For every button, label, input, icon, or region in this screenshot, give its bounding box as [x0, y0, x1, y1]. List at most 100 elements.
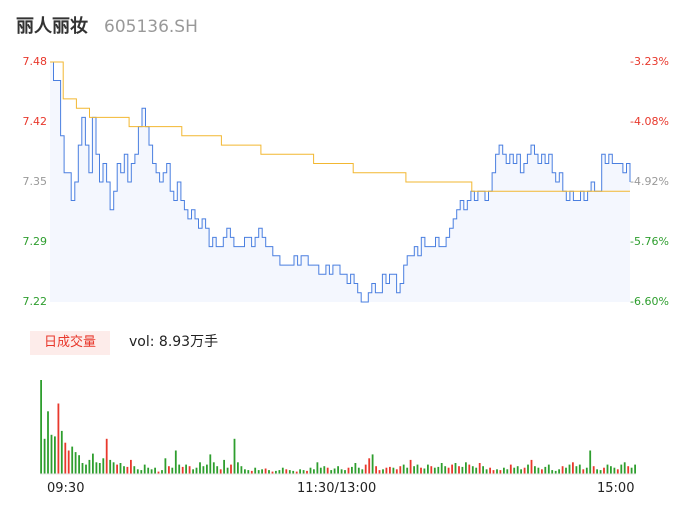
volume-bar — [627, 466, 630, 474]
volume-bar — [288, 470, 291, 474]
volume-bar — [506, 469, 509, 474]
stock-name: 丽人丽妆 — [16, 16, 88, 37]
volume-bar — [530, 459, 533, 474]
volume-bar — [78, 455, 80, 474]
volume-bar — [489, 467, 491, 474]
volume-bar — [330, 470, 333, 474]
volume-bar — [471, 466, 474, 474]
volume-bar — [47, 411, 49, 474]
volume-bar — [185, 464, 187, 474]
time-tick: 09:30 — [47, 481, 85, 496]
volume-bar — [143, 464, 146, 474]
volume-bar — [157, 471, 160, 474]
volume-bar — [244, 469, 246, 474]
volume-bar — [458, 466, 460, 474]
volume-bar — [354, 463, 357, 474]
volume-tab[interactable]: 日成交量 — [30, 331, 110, 355]
volume-bar — [92, 453, 94, 474]
volume-bar — [516, 466, 519, 474]
volume-bar — [295, 471, 298, 474]
volume-bar — [64, 442, 67, 474]
volume-bar — [181, 466, 184, 474]
volume-bar — [88, 459, 91, 474]
volume-bar — [102, 458, 105, 474]
volume-bar — [382, 469, 384, 474]
volume-bar — [223, 459, 225, 474]
volume-bar — [247, 470, 250, 474]
volume-bar — [71, 446, 74, 474]
volume-bar — [226, 467, 229, 474]
volume-bar — [150, 469, 153, 474]
volume-bar — [592, 466, 595, 474]
volume-bar — [302, 470, 305, 474]
pct-tick: -4.08% — [630, 115, 669, 128]
time-tick: 11:30/13:00 — [297, 481, 377, 496]
volume-bar — [368, 458, 371, 474]
volume-bar — [399, 466, 402, 474]
volume-bar — [596, 469, 598, 474]
pct-tick: -3.23% — [630, 55, 669, 68]
volume-bar — [551, 470, 554, 474]
volume-bar — [444, 466, 447, 474]
volume-bar — [451, 464, 453, 474]
volume-bar — [578, 464, 581, 474]
volume-bar — [561, 466, 564, 474]
volume-bar — [392, 467, 395, 474]
volume-bar — [250, 470, 253, 474]
volume-bar — [161, 470, 163, 474]
volume-bar — [74, 452, 77, 474]
volume-bar — [492, 470, 495, 474]
volume-bar — [261, 469, 263, 474]
volume-bar — [440, 463, 443, 474]
volume-bar — [202, 466, 205, 474]
volume-bar — [634, 464, 636, 474]
price-tick: 7.29 — [22, 235, 48, 248]
volume-bar — [385, 467, 388, 474]
volume-bar — [523, 467, 526, 474]
volume-bar — [230, 464, 232, 474]
volume-bar — [57, 403, 60, 474]
volume-bar — [192, 469, 194, 474]
volume-bar — [603, 467, 605, 474]
volume-bar — [503, 467, 505, 474]
volume-bar — [316, 462, 319, 475]
price-tick: 7.35 — [22, 175, 48, 188]
volume-bar — [513, 467, 516, 474]
volume-bar — [340, 469, 343, 474]
volume-bar — [109, 459, 112, 474]
price-tick: 7.22 — [22, 295, 48, 308]
volume-bar — [427, 464, 429, 474]
volume-bar — [461, 466, 464, 474]
volume-bar — [544, 466, 547, 474]
volume-bar — [133, 466, 136, 474]
volume-bar — [43, 438, 46, 475]
volume-bar — [126, 466, 129, 474]
pct-tick: -5.76% — [630, 235, 669, 248]
volume-bar — [60, 430, 63, 474]
stock-header: 丽人丽妆 605136.SH — [16, 12, 198, 40]
volume-bar — [613, 467, 616, 474]
volume-bar — [323, 466, 326, 474]
volume-bar — [309, 467, 312, 474]
volume-bar — [199, 462, 201, 475]
volume-bar — [95, 462, 98, 475]
volume-bar — [257, 470, 260, 474]
volume-bar — [361, 469, 364, 474]
volume-bar — [568, 464, 571, 474]
price-tick: 7.42 — [22, 115, 48, 128]
volume-bar — [351, 466, 353, 474]
volume-bar — [406, 467, 409, 474]
volume-bar — [178, 464, 181, 474]
volume-bar — [212, 462, 215, 475]
volume-bar — [616, 469, 619, 474]
volume-bar — [54, 436, 56, 474]
volume-bar — [240, 466, 243, 474]
volume-bar — [136, 469, 139, 474]
volume-bar — [395, 469, 398, 474]
volume-bar — [264, 468, 267, 474]
volume-bar — [67, 450, 70, 474]
pct-tick: -6.60% — [630, 295, 669, 308]
volume-bar — [123, 466, 125, 474]
average-price-line — [50, 61, 630, 192]
